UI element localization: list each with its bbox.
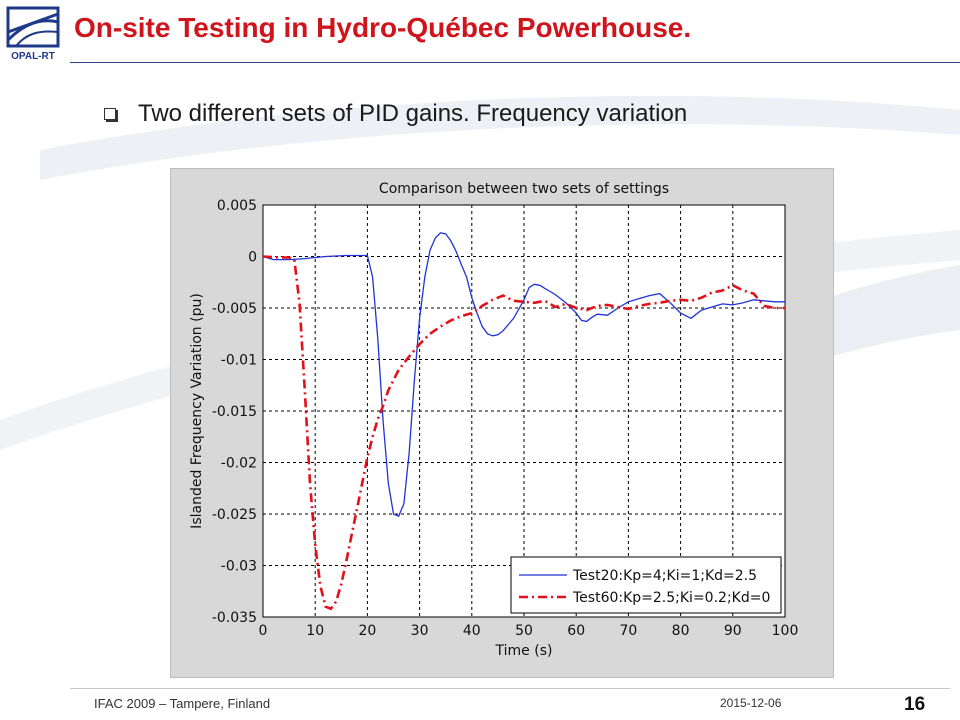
- bullet-item: Two different sets of PID gains. Frequen…: [104, 100, 687, 128]
- logo-text: OPAL-RT: [11, 51, 55, 62]
- plot-frame: [262, 204, 786, 618]
- frequency-chart: 0 10 20 30 40 50 60 70 80 90 100 0.005 0 -0.005 -0.01 -…: [189, 181, 799, 659]
- footer-conference: IFAC 2009 – Tampere, Finland: [94, 696, 271, 711]
- y-tick-label: -0.03: [221, 559, 257, 575]
- x-tick-label: 80: [672, 623, 690, 639]
- x-tick-label: 0: [259, 623, 268, 639]
- x-tick-label: 70: [619, 623, 637, 639]
- y-tick-label: 0: [248, 250, 257, 266]
- x-tick-label: 30: [411, 623, 429, 639]
- series-line-1: [262, 232, 785, 517]
- bullet-text: Two different sets of PID gains. Frequen…: [138, 100, 688, 127]
- y-tick-label: -0.02: [221, 456, 257, 472]
- legend-label: Test60:Kp=2.5;Ki=0.2;Kd=0: [572, 590, 770, 606]
- y-tick-label: -0.01: [221, 353, 257, 369]
- x-tick-label: 90: [724, 623, 742, 639]
- title-divider: [70, 62, 960, 63]
- y-axis-label: Islanded Frequency Variation (pu): [189, 293, 205, 529]
- y-tick-label: -0.005: [212, 301, 257, 317]
- series-line-2: [262, 255, 785, 611]
- y-tick-label: -0.035: [212, 610, 257, 626]
- x-tick-label: 50: [515, 623, 533, 639]
- footer-divider: [70, 688, 950, 689]
- footer-date: 2015-12-06: [720, 696, 782, 710]
- chart-title: Comparison between two sets of settings: [379, 181, 669, 197]
- y-tick-label: -0.025: [212, 507, 257, 523]
- page-number: 16: [904, 694, 926, 715]
- legend-box: [510, 556, 782, 614]
- y-tick-label: 0.005: [217, 198, 257, 214]
- opal-rt-logo: OPAL-RT: [4, 4, 62, 62]
- x-tick-label: 10: [306, 623, 324, 639]
- slide-title: On-site Testing in Hydro-Québec Powerhou…: [74, 12, 692, 43]
- checkbox-bullet-icon: [104, 108, 116, 120]
- x-tick-label: 40: [463, 623, 481, 639]
- x-axis-label: Time (s): [495, 643, 553, 659]
- x-tick-label: 100: [772, 623, 799, 639]
- chart-figure: 0 10 20 30 40 50 60 70 80 90 100 0.005 0 -0.005 -0.01 -…: [170, 168, 834, 678]
- x-tick-label: 60: [567, 623, 585, 639]
- y-tick-label: -0.015: [212, 404, 257, 420]
- legend-label: Test20:Kp=4;Ki=1;Kd=2.5: [572, 568, 757, 584]
- x-tick-label: 20: [358, 623, 376, 639]
